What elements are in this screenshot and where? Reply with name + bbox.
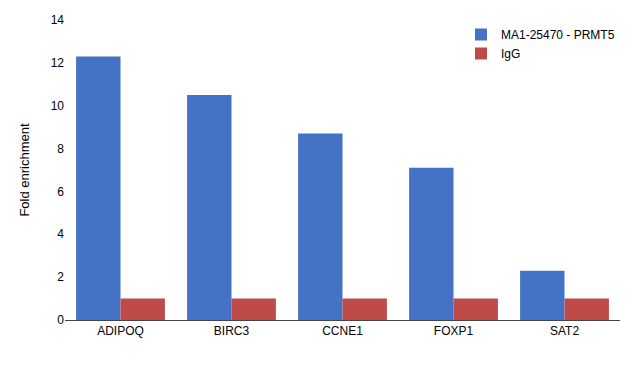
svg-text:14: 14: [51, 13, 65, 27]
svg-text:12: 12: [51, 56, 65, 70]
svg-text:10: 10: [51, 99, 65, 113]
svg-text:8: 8: [57, 142, 64, 156]
svg-text:CCNE1: CCNE1: [322, 324, 363, 338]
svg-text:6: 6: [57, 185, 64, 199]
svg-text:0: 0: [57, 313, 64, 327]
svg-text:FOXP1: FOXP1: [434, 324, 474, 338]
svg-text:BIRC3: BIRC3: [214, 324, 250, 338]
svg-text:MA1-25470 - PRMT5: MA1-25470 - PRMT5: [501, 28, 615, 42]
svg-text:Fold enrichment: Fold enrichment: [17, 123, 32, 217]
svg-text:IgG: IgG: [501, 47, 520, 61]
svg-text:SAT2: SAT2: [550, 324, 579, 338]
svg-text:4: 4: [57, 227, 64, 241]
svg-text:2: 2: [57, 270, 64, 284]
svg-text:ADIPOQ: ADIPOQ: [97, 324, 144, 338]
